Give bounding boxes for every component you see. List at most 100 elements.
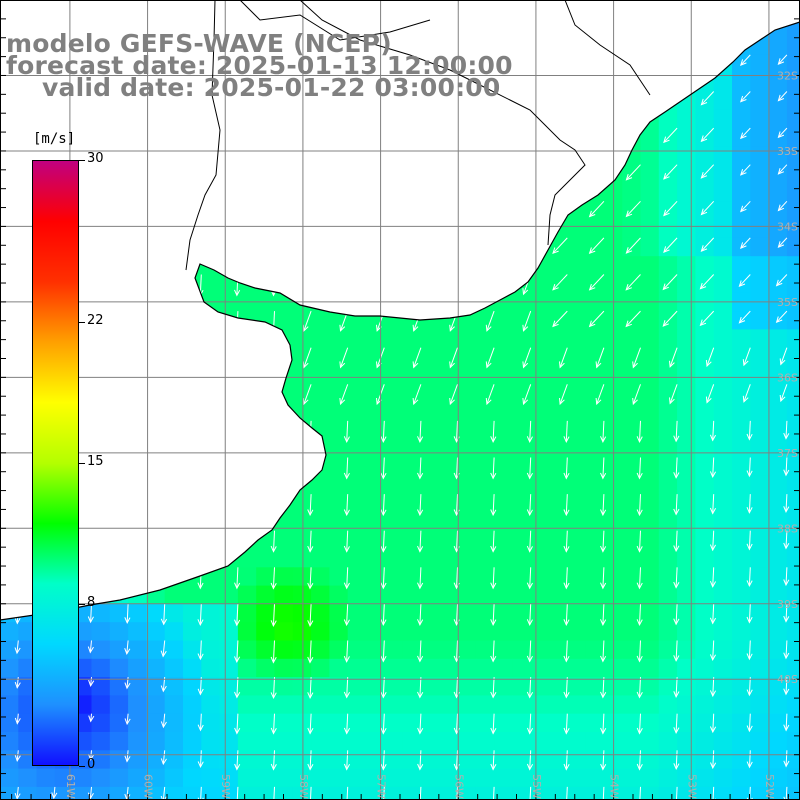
- longitude-label: 53W: [685, 774, 698, 799]
- wind-arrow: [563, 640, 570, 663]
- wind-speed-cell: [420, 603, 440, 623]
- wind-speed-cell: [494, 311, 513, 330]
- wind-speed-cell: [512, 457, 532, 477]
- wind-arrow: [588, 310, 605, 328]
- wind-speed-cell: [128, 640, 147, 660]
- wind-speed-cell: [567, 494, 587, 513]
- wind-speed-cell: [128, 768, 147, 788]
- wind-speed-cell: [329, 603, 349, 623]
- wind-arrow: [709, 457, 717, 479]
- wind-speed-cell: [567, 439, 587, 459]
- wind-speed-cell: [750, 146, 770, 166]
- wind-arrow: [709, 567, 717, 588]
- wind-speed-cell: [786, 677, 800, 696]
- wind-speed-cell: [109, 732, 129, 751]
- border-line: [239, 0, 431, 41]
- wind-speed-cell: [311, 475, 330, 495]
- wind-arrow: [669, 347, 678, 368]
- wind-speed-cell: [585, 622, 605, 642]
- wind-speed-cell: [768, 109, 788, 129]
- wind-arrow: [636, 494, 643, 517]
- wind-speed-cell: [109, 677, 129, 696]
- wind-speed-cell: [311, 677, 330, 696]
- wind-speed-cell: [237, 658, 257, 678]
- wind-speed-cell: [457, 567, 477, 587]
- wind-speed-cell: [402, 402, 422, 422]
- wind-speed-cell: [420, 677, 440, 696]
- wind-speed-cell: [164, 786, 184, 800]
- wind-speed-cell: [567, 347, 587, 367]
- wind-arrow: [740, 91, 751, 103]
- wind-speed-cell: [640, 549, 660, 568]
- wind-speed-cell: [695, 402, 715, 422]
- wind-speed-cell: [658, 109, 678, 129]
- wind-speed-cell: [658, 347, 678, 367]
- wind-speed-cell: [567, 420, 587, 440]
- wind-speed-cell: [585, 512, 605, 532]
- wind-speed-cell: [695, 713, 715, 733]
- wind-arrow: [783, 640, 790, 660]
- wind-speed-cell: [146, 732, 166, 751]
- wind-speed-cell: [677, 713, 696, 733]
- wind-arrow: [234, 677, 241, 699]
- wind-arrow: [600, 530, 607, 553]
- wind-arrow: [783, 677, 790, 696]
- wind-arrow: [526, 640, 533, 663]
- wind-speed-cell: [567, 475, 587, 495]
- wind-speed-cell: [750, 109, 770, 129]
- wind-speed-cell: [512, 603, 532, 623]
- wind-speed-cell: [585, 585, 605, 605]
- wind-speed-cell: [439, 677, 459, 696]
- wind-speed-cell: [475, 713, 495, 733]
- wind-speed-cell: [347, 494, 367, 513]
- wind-speed-cell: [768, 567, 788, 587]
- wind-arrow: [673, 420, 680, 443]
- wind-speed-cell: [549, 366, 568, 385]
- wind-speed-cell: [384, 475, 404, 495]
- wind-speed-cell: [109, 603, 129, 623]
- wind-speed-cell: [439, 475, 459, 495]
- wind-speed-cell: [292, 677, 312, 696]
- wind-speed-cell: [750, 274, 770, 294]
- wind-speed-cell: [420, 347, 440, 367]
- wind-speed-cell: [750, 585, 770, 605]
- wind-arrow: [417, 750, 424, 771]
- wind-speed-cell: [512, 732, 532, 751]
- wind-speed-cell: [439, 768, 459, 788]
- wind-speed-cell: [530, 567, 550, 587]
- wind-speed-cell: [567, 732, 587, 751]
- wind-speed-cell: [585, 530, 605, 550]
- wind-speed-cell: [732, 585, 751, 605]
- wind-arrow: [563, 677, 570, 699]
- wind-speed-cell: [439, 457, 459, 477]
- wind-speed-cell: [311, 384, 330, 404]
- wind-arrow: [526, 750, 534, 771]
- wind-speed-cell: [640, 329, 660, 349]
- wind-arrow: [777, 237, 788, 248]
- wind-speed-cell: [366, 732, 385, 751]
- wind-speed-cell: [475, 512, 495, 532]
- wind-speed-cell: [640, 695, 660, 715]
- wind-speed-cell: [640, 732, 660, 751]
- wind-speed-cell: [585, 439, 605, 459]
- wind-arrow: [552, 274, 568, 291]
- wind-arrow: [307, 494, 314, 517]
- wind-speed-cell: [292, 622, 312, 642]
- wind-arrow: [552, 310, 568, 328]
- wind-speed-cell: [494, 603, 513, 623]
- wind-arrow: [343, 713, 351, 735]
- wind-speed-cell: [786, 128, 800, 147]
- wind-speed-cell: [219, 658, 239, 678]
- wind-speed-cell: [274, 549, 294, 568]
- wind-speed-cell: [420, 732, 440, 751]
- wind-speed-cell: [658, 549, 678, 568]
- colorbar: [32, 160, 79, 766]
- wind-arrow: [490, 713, 497, 735]
- wind-speed-cell: [677, 128, 696, 147]
- wind-arrow: [740, 127, 751, 140]
- wind-arrow: [270, 567, 277, 590]
- wind-speed-cell: [457, 695, 477, 715]
- wind-arrow: [343, 640, 350, 663]
- wind-speed-cell: [402, 768, 422, 788]
